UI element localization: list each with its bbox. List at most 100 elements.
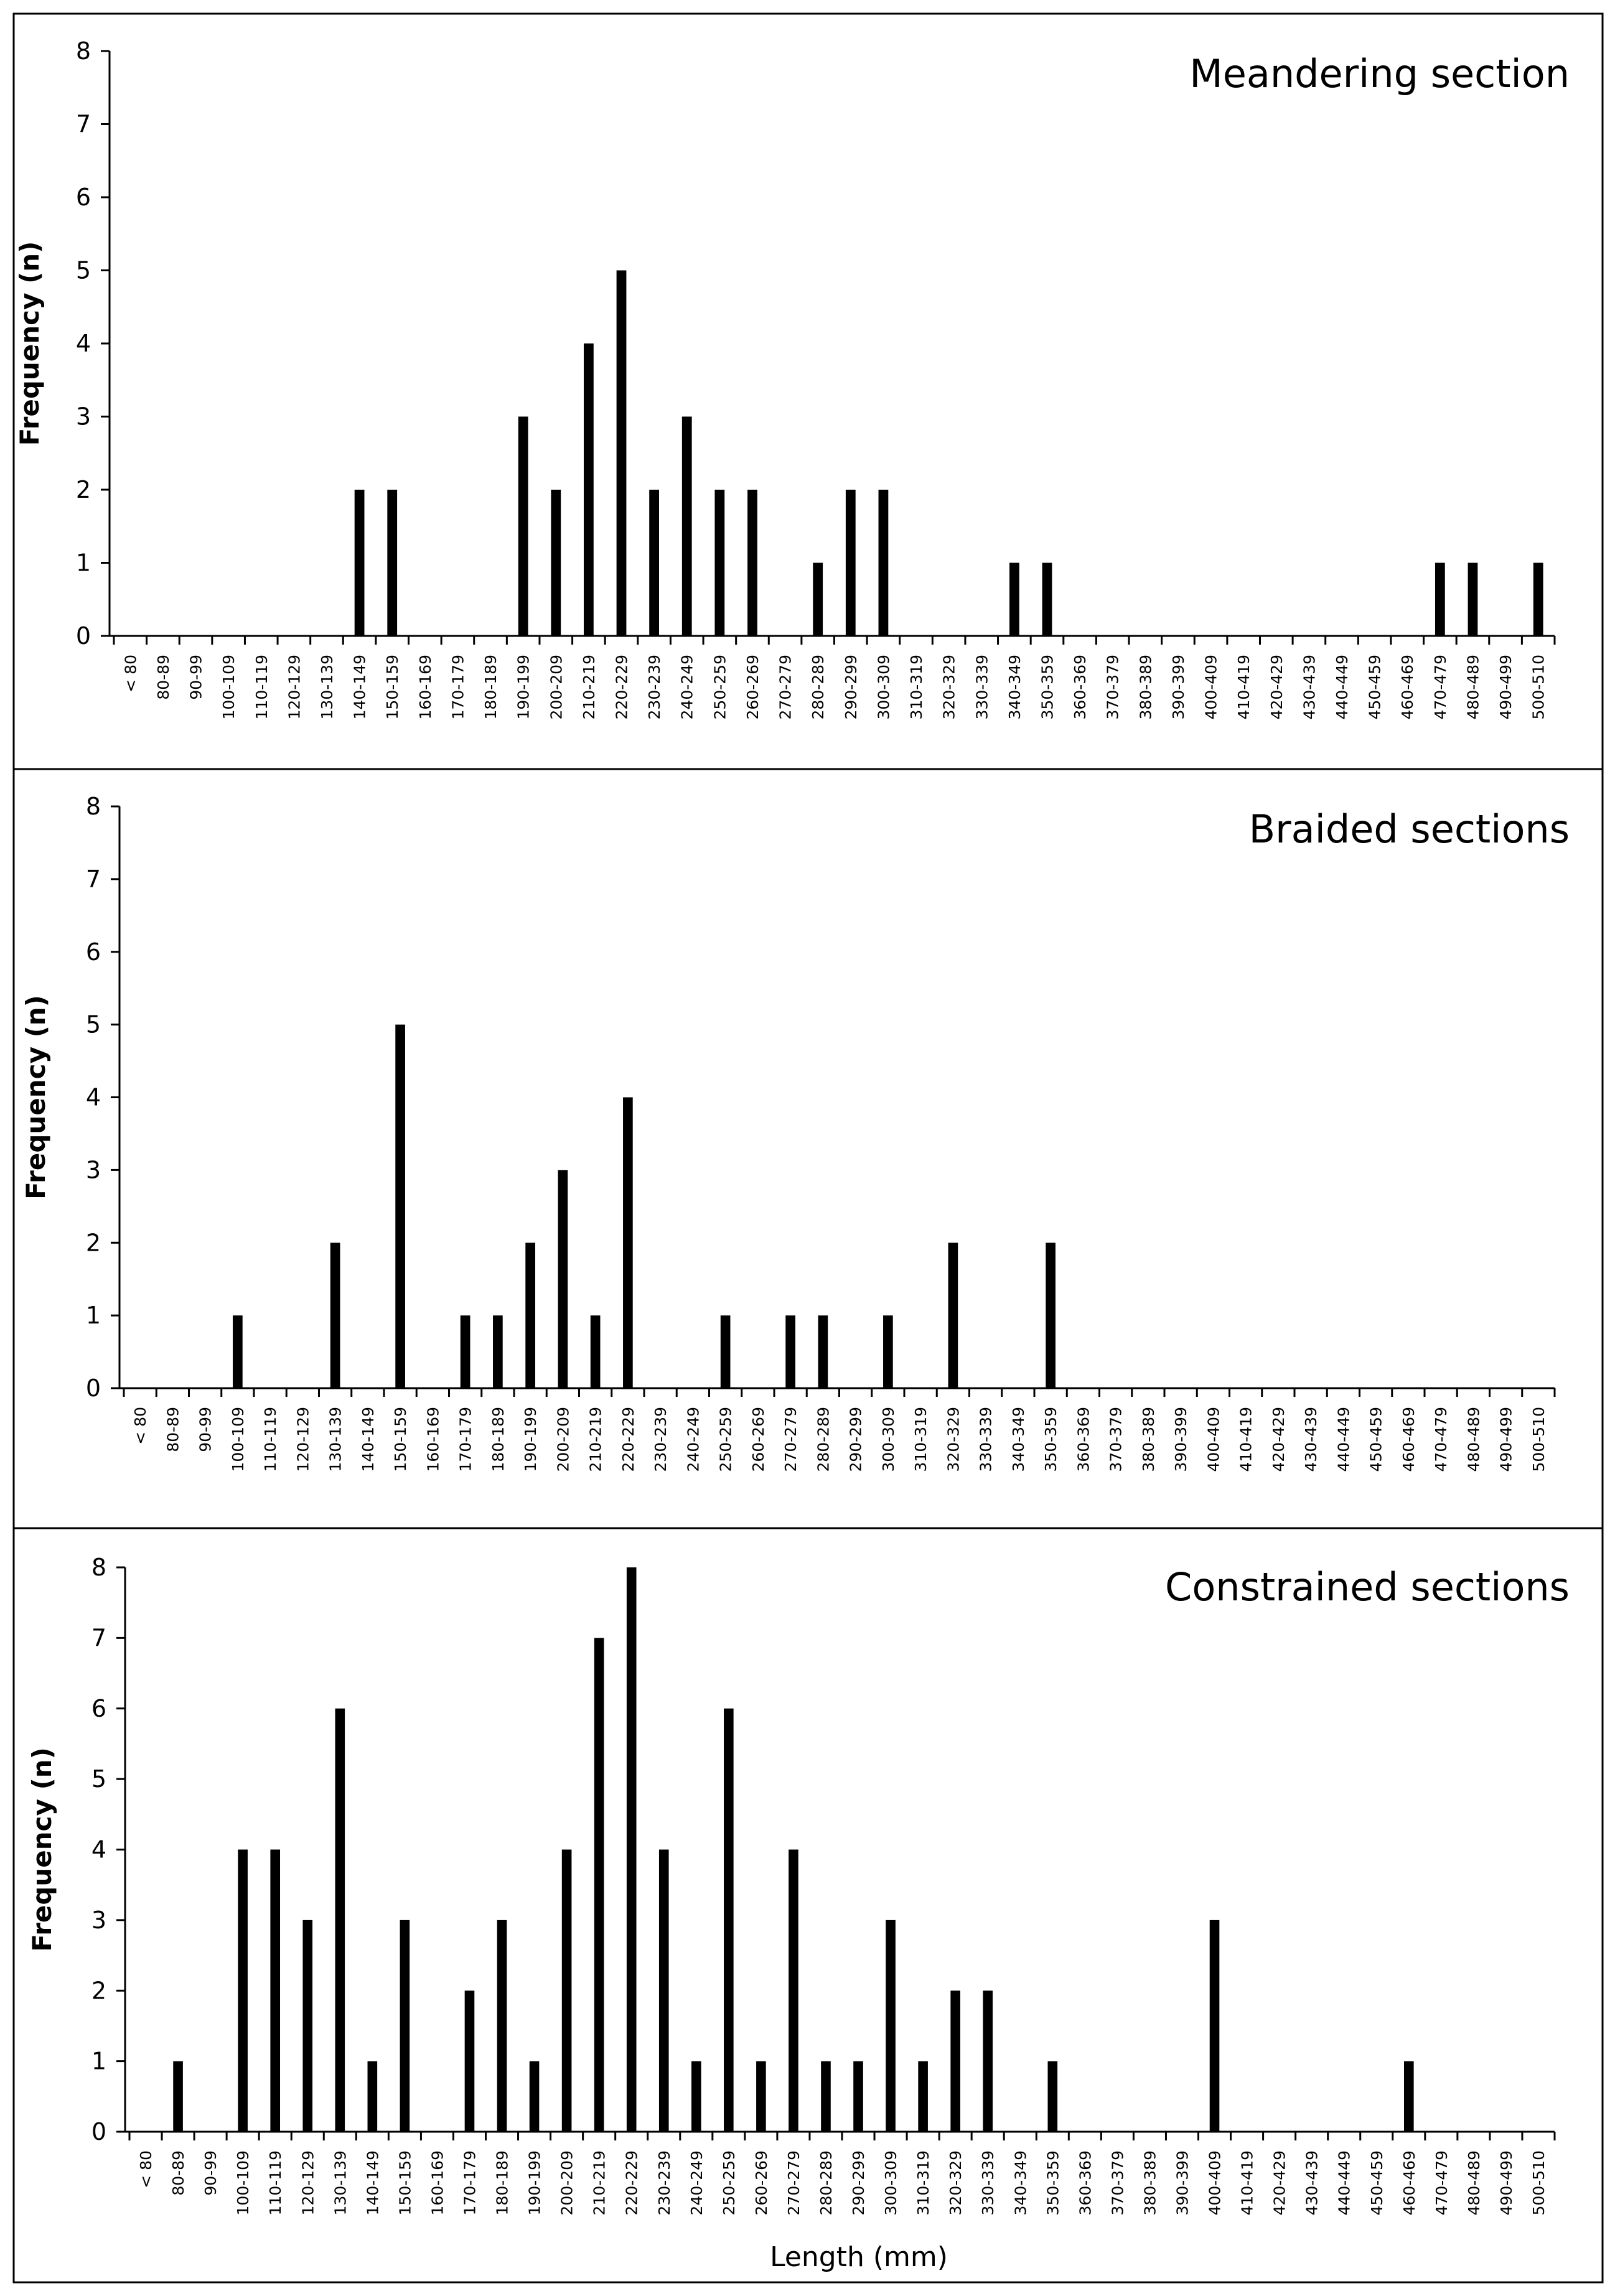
x-tick-label: 430-439 — [1300, 655, 1318, 719]
x-tick-label: 400-409 — [1204, 1407, 1222, 1472]
x-tick-label: 200-209 — [547, 655, 565, 719]
x-tick-label: 350-359 — [1042, 1407, 1060, 1472]
x-tick-label: 140-149 — [359, 1407, 377, 1472]
x-tick-label: 300-309 — [879, 1407, 897, 1472]
x-tick-label: 430-439 — [1303, 2150, 1321, 2215]
bar-220-229 — [616, 270, 627, 636]
x-tick-label: 340-349 — [1009, 1407, 1028, 1472]
panel-frame — [12, 768, 1604, 1529]
y-tick-label: 1 — [76, 549, 91, 577]
y-tick-label: 2 — [76, 476, 91, 503]
x-tick-label: 180-189 — [482, 655, 500, 719]
x-tick-label: 440-449 — [1336, 2150, 1354, 2215]
x-tick-label: 210-219 — [580, 655, 598, 719]
bar-120-129 — [302, 1920, 313, 2132]
bar-220-229 — [626, 1567, 637, 2132]
y-axis-label: Frequency (n) — [21, 995, 51, 1200]
x-tick-label: 140-149 — [351, 655, 369, 719]
panel-frame — [12, 1527, 1604, 2284]
bar-200-209 — [551, 490, 561, 636]
x-tick-label: 500-510 — [1530, 655, 1548, 719]
x-tick-label: 240-249 — [688, 2150, 706, 2215]
x-tick-label: 450-459 — [1367, 1407, 1385, 1472]
x-tick-label: 90-99 — [197, 1407, 215, 1452]
y-tick-label: 4 — [91, 1836, 106, 1864]
x-tick-label: 310-319 — [912, 1407, 930, 1472]
x-tick-label: 320-329 — [947, 2150, 965, 2215]
x-tick-label: 380-389 — [1140, 1407, 1158, 1472]
bar-340-349 — [1009, 562, 1019, 636]
y-axis-label: Frequency (n) — [14, 241, 45, 446]
x-tick-label: 220-229 — [623, 2150, 641, 2215]
x-tick-label: 120-129 — [285, 655, 303, 719]
x-tick-label: 290-299 — [847, 1407, 865, 1472]
y-axis-label: Frequency (n) — [27, 1747, 57, 1952]
bar-300-309 — [878, 490, 889, 636]
bar-150-159 — [395, 1024, 405, 1389]
bar-170-179 — [464, 1990, 475, 2132]
x-tick-label: < 80 — [131, 1407, 149, 1445]
x-tick-label: 470-479 — [1433, 2150, 1451, 2215]
y-tick-label: 4 — [86, 1084, 101, 1111]
x-tick-label: 120-129 — [294, 1407, 312, 1472]
bar-180-189 — [493, 1315, 503, 1389]
bar-170-179 — [460, 1315, 470, 1389]
bar-200-209 — [558, 1170, 568, 1389]
bar-210-219 — [584, 343, 594, 636]
x-tick-label: 300-309 — [882, 2150, 900, 2215]
bar-280-289 — [813, 562, 823, 636]
x-tick-label: 150-159 — [396, 2150, 414, 2215]
panel-constrained: 0 1 2 3 4 5 6 7 8 < 80 80-89 90-99 100-109 110-119 120… — [12, 1527, 1604, 2284]
x-tick-label: 470-479 — [1431, 655, 1449, 719]
x-tick-label: 320-329 — [944, 1407, 962, 1472]
y-tick-label: 1 — [86, 1302, 101, 1329]
x-tick-label: < 80 — [137, 2150, 155, 2188]
x-tick-label: 160-169 — [428, 2150, 446, 2215]
x-tick-label: 90-99 — [187, 655, 205, 700]
bar-150-159 — [400, 1920, 410, 2132]
x-tick-label: 380-389 — [1141, 2150, 1159, 2215]
x-tick-label: 280-289 — [817, 2150, 835, 2215]
x-tick-label: 180-189 — [489, 1407, 507, 1472]
bar-190-199 — [529, 2061, 540, 2132]
x-tick-label: 270-279 — [777, 655, 795, 719]
x-tick-label: 290-299 — [842, 655, 860, 719]
x-tick-label: 210-219 — [587, 1407, 605, 1472]
x-tick-label: 110-119 — [261, 1407, 279, 1472]
x-tick-label: 360-369 — [1074, 1407, 1092, 1472]
x-tick-label: 480-489 — [1464, 1407, 1482, 1472]
x-tick-label: 150-159 — [383, 655, 401, 719]
bar-350-359 — [1046, 1243, 1056, 1388]
x-tick-label: 490-499 — [1497, 655, 1515, 719]
x-tick-label: 330-339 — [977, 1407, 995, 1472]
x-tick-label: 260-269 — [752, 2150, 770, 2215]
x-tick-label: 250-259 — [720, 2150, 738, 2215]
x-tick-label: 450-459 — [1368, 2150, 1386, 2215]
x-tick-label: 390-399 — [1173, 2150, 1191, 2215]
x-tick-label: 270-279 — [785, 2150, 803, 2215]
x-tick-label: 190-199 — [526, 2150, 544, 2215]
x-tick-label: 400-409 — [1202, 655, 1220, 719]
bar-150-159 — [387, 490, 398, 636]
bar-80-89 — [173, 2061, 183, 2132]
x-tick-label: 340-349 — [1011, 2150, 1029, 2215]
x-tick-label: 160-169 — [424, 1407, 442, 1472]
y-tick-label: 7 — [86, 866, 101, 893]
x-tick-label: 80-89 — [164, 1407, 182, 1452]
x-tick-label: 410-419 — [1238, 2150, 1257, 2215]
y-tick-label: 6 — [91, 1695, 106, 1722]
x-tick-label: 360-369 — [1076, 2150, 1094, 2215]
bar-320-329 — [950, 1990, 960, 2132]
x-tick-label: 210-219 — [591, 2150, 609, 2215]
x-tick-label: 310-319 — [907, 655, 925, 719]
x-tick-label: 430-439 — [1302, 1407, 1320, 1472]
x-tick-label: 460-469 — [1398, 655, 1416, 719]
x-tick-label: 310-319 — [914, 2150, 932, 2215]
panel-title: Constrained sections — [1165, 1564, 1570, 1610]
bar-140-149 — [354, 490, 365, 636]
x-tick-label: 190-199 — [522, 1407, 540, 1472]
bar-110-119 — [270, 1849, 281, 2132]
bar-270-279 — [785, 1315, 795, 1389]
bar-230-239 — [658, 1849, 669, 2132]
x-tick-label: 190-199 — [515, 655, 533, 719]
